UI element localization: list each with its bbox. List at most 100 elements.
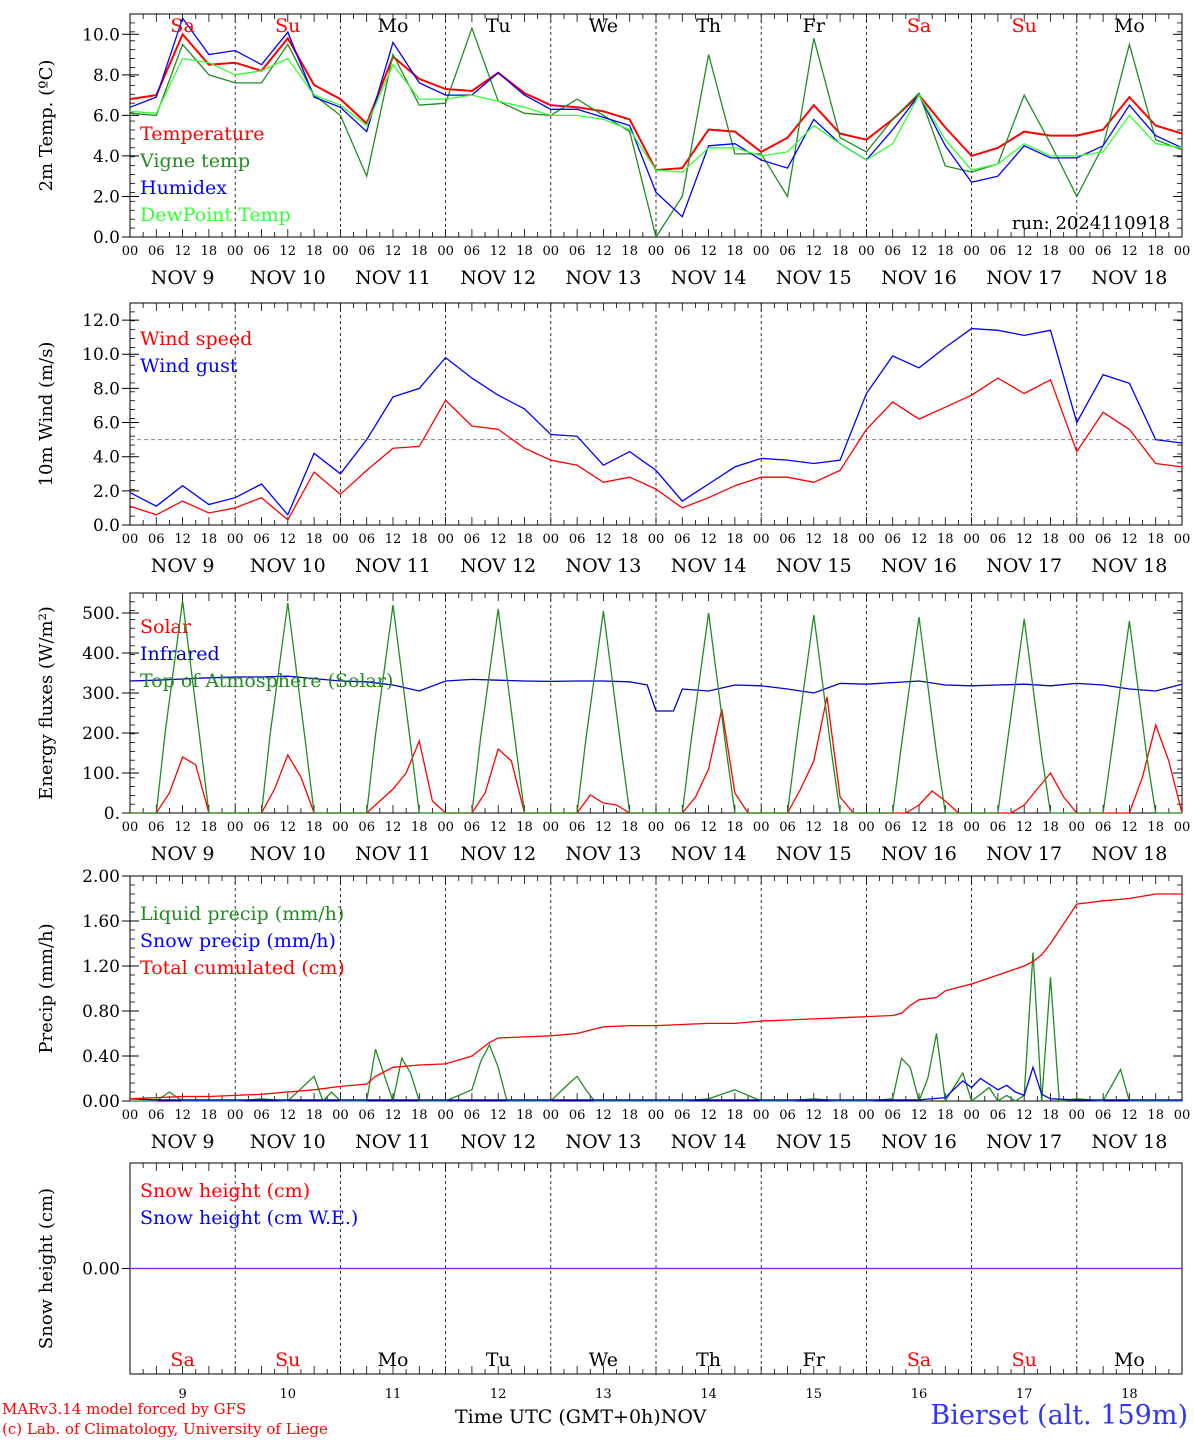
legend-entry: Total cumulated (cm) bbox=[140, 957, 345, 979]
day-number: 11 bbox=[385, 1387, 402, 1402]
legend-entry: DewPoint Temp bbox=[140, 204, 291, 226]
hour-tick-label: 06 bbox=[464, 244, 481, 259]
hour-tick-label: 18 bbox=[937, 244, 954, 259]
hour-tick-label: 12 bbox=[911, 532, 928, 547]
hour-tick-label: 06 bbox=[1095, 820, 1112, 835]
series-line-humidex bbox=[129, 16, 1183, 218]
day-name: Sa bbox=[907, 15, 931, 37]
hour-tick-label: 06 bbox=[148, 820, 165, 835]
hour-tick-label: 12 bbox=[700, 532, 717, 547]
hour-tick-label: 00 bbox=[648, 1108, 665, 1123]
date-label: NOV 9 bbox=[151, 267, 215, 289]
hour-tick-label: 06 bbox=[674, 1108, 691, 1123]
day-name: We bbox=[589, 15, 618, 37]
legend-entry: Wind speed bbox=[140, 328, 252, 350]
hour-tick-label: 00 bbox=[1174, 820, 1191, 835]
series-line-wind-speed bbox=[129, 377, 1183, 521]
hour-tick-label: 18 bbox=[306, 244, 323, 259]
legend-entry: Snow precip (mm/h) bbox=[140, 930, 336, 952]
y-tick-label: 200. bbox=[82, 724, 120, 744]
hour-tick-label: 06 bbox=[253, 244, 270, 259]
date-label: NOV 18 bbox=[1091, 1131, 1167, 1153]
hour-tick-label: 06 bbox=[464, 532, 481, 547]
date-label: NOV 10 bbox=[250, 267, 326, 289]
hour-tick-label: 06 bbox=[990, 1108, 1007, 1123]
hour-tick-label: 06 bbox=[569, 820, 586, 835]
date-label: NOV 11 bbox=[355, 843, 431, 865]
hour-tick-label: 18 bbox=[201, 820, 218, 835]
day-number: 13 bbox=[595, 1387, 612, 1402]
hour-tick-label: 00 bbox=[858, 532, 875, 547]
hour-tick-label: 18 bbox=[411, 1108, 428, 1123]
y-tick-label: 400. bbox=[82, 644, 120, 664]
y-axis-label: 2m Temp. (ºC) bbox=[36, 60, 57, 192]
y-tick-label: 1.60 bbox=[82, 912, 120, 932]
date-label: NOV 16 bbox=[881, 267, 957, 289]
hour-tick-label: 18 bbox=[727, 820, 744, 835]
hour-tick-label: 18 bbox=[1042, 244, 1059, 259]
hour-tick-label: 18 bbox=[306, 532, 323, 547]
hour-tick-label: 00 bbox=[332, 532, 349, 547]
y-tick-label: 10.0 bbox=[82, 25, 120, 45]
hour-tick-label: 06 bbox=[358, 532, 375, 547]
hour-tick-label: 12 bbox=[911, 1108, 928, 1123]
date-label: NOV 11 bbox=[355, 1131, 431, 1153]
hour-tick-label: 18 bbox=[621, 244, 638, 259]
hour-tick-label: 12 bbox=[490, 1108, 507, 1123]
hour-tick-label: 12 bbox=[595, 1108, 612, 1123]
y-tick-label: 2.00 bbox=[82, 867, 120, 887]
date-label: NOV 9 bbox=[151, 843, 215, 865]
hour-tick-label: 00 bbox=[543, 1108, 560, 1123]
hour-tick-label: 06 bbox=[148, 1108, 165, 1123]
y-tick-label: 0. bbox=[104, 804, 120, 824]
legend-entry: Liquid precip (mm/h) bbox=[140, 903, 344, 925]
date-label: NOV 10 bbox=[250, 843, 326, 865]
series-line-total-cumulated-cm bbox=[129, 893, 1182, 1100]
date-label: NOV 18 bbox=[1091, 843, 1167, 865]
hour-tick-label: 12 bbox=[806, 532, 823, 547]
hour-tick-label: 12 bbox=[911, 244, 928, 259]
hour-tick-label: 12 bbox=[911, 820, 928, 835]
y-tick-label: 1.20 bbox=[82, 957, 120, 977]
day-name: Tu bbox=[486, 1349, 511, 1371]
hour-tick-label: 06 bbox=[990, 532, 1007, 547]
legend-entry: Top of Atmosphere (Solar) bbox=[140, 670, 393, 692]
day-number: 16 bbox=[911, 1387, 928, 1402]
series-line-wind-gust bbox=[129, 327, 1183, 517]
series-line-dewpoint-temp bbox=[129, 57, 1183, 173]
hour-tick-label: 06 bbox=[990, 244, 1007, 259]
hour-tick-label: 12 bbox=[174, 244, 191, 259]
hour-tick-label: 00 bbox=[753, 1108, 770, 1123]
hour-tick-label: 12 bbox=[595, 244, 612, 259]
day-name: Mo bbox=[378, 1349, 409, 1371]
hour-tick-label: 00 bbox=[858, 244, 875, 259]
date-label: NOV 12 bbox=[460, 1131, 536, 1153]
hour-tick-label: 12 bbox=[595, 820, 612, 835]
hour-tick-label: 00 bbox=[227, 1108, 244, 1123]
date-label: NOV 11 bbox=[355, 267, 431, 289]
y-tick-label: 4.0 bbox=[93, 147, 120, 167]
hour-tick-label: 12 bbox=[1121, 244, 1138, 259]
hour-tick-label: 12 bbox=[700, 1108, 717, 1123]
y-tick-label: 300. bbox=[82, 684, 120, 704]
hour-tick-label: 06 bbox=[358, 244, 375, 259]
series-line-vigne-temp bbox=[129, 26, 1183, 239]
hour-tick-label: 12 bbox=[700, 820, 717, 835]
hour-tick-label: 06 bbox=[884, 820, 901, 835]
date-label: NOV 17 bbox=[986, 1131, 1062, 1153]
hour-tick-label: 00 bbox=[437, 244, 454, 259]
legend-entry: Solar bbox=[140, 616, 192, 638]
date-label: NOV 12 bbox=[460, 843, 536, 865]
hour-tick-label: 00 bbox=[332, 820, 349, 835]
hour-tick-label: 00 bbox=[227, 244, 244, 259]
y-tick-label: 10.0 bbox=[82, 345, 120, 365]
date-label: NOV 9 bbox=[151, 555, 215, 577]
hour-tick-label: 18 bbox=[621, 820, 638, 835]
hour-tick-label: 00 bbox=[122, 532, 139, 547]
hour-tick-label: 12 bbox=[385, 1108, 402, 1123]
hour-tick-label: 18 bbox=[411, 244, 428, 259]
hour-tick-label: 12 bbox=[174, 1108, 191, 1123]
hour-tick-label: 00 bbox=[437, 820, 454, 835]
hour-tick-label: 18 bbox=[1147, 532, 1164, 547]
hour-tick-label: 12 bbox=[700, 244, 717, 259]
